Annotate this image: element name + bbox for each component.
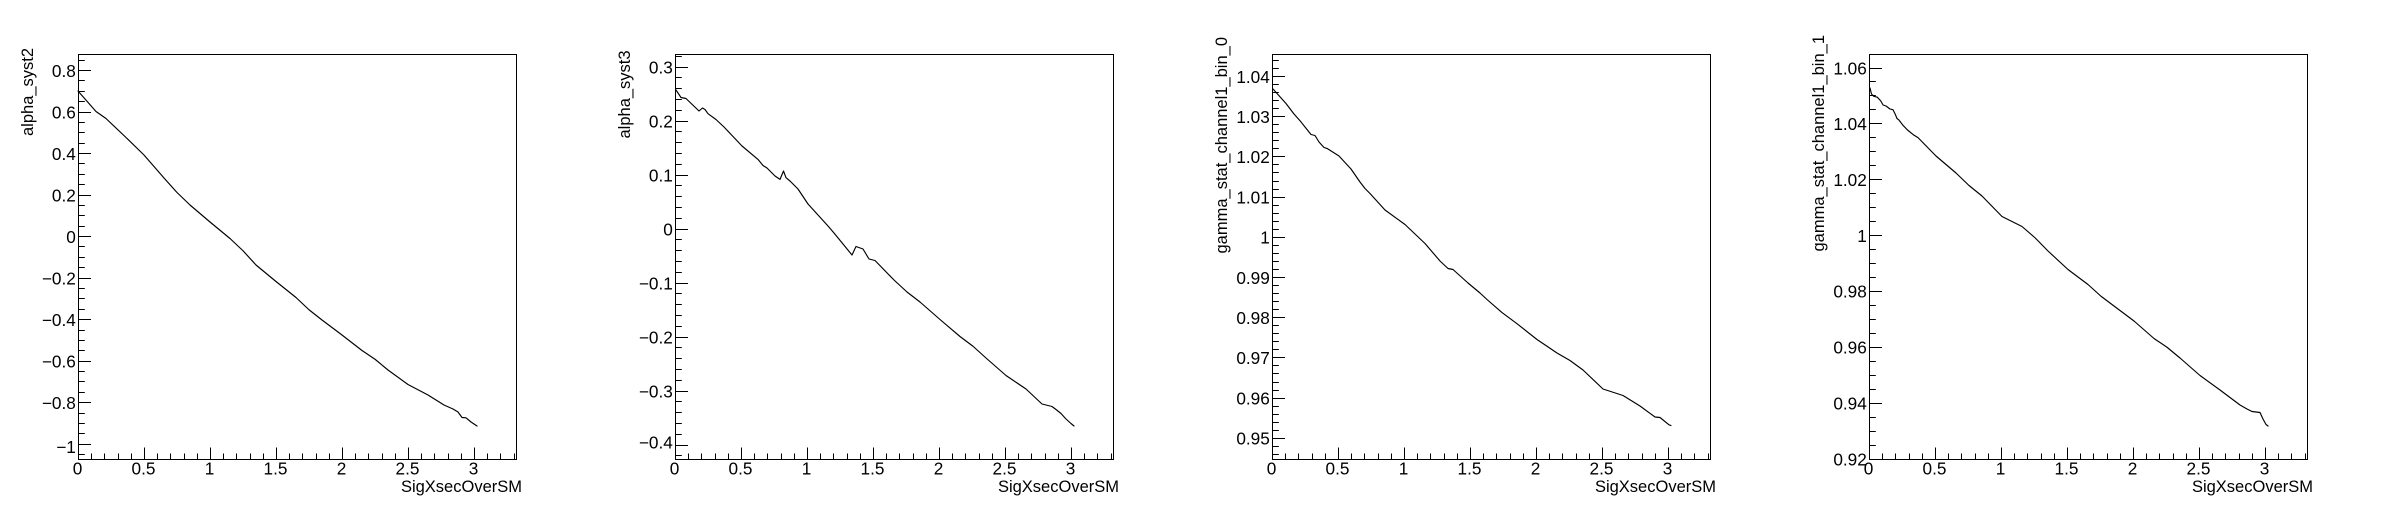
svg-text:−0.3: −0.3 [639,381,673,401]
svg-text:1: 1 [1260,228,1270,248]
svg-text:−0.1: −0.1 [639,273,673,293]
svg-text:0.96: 0.96 [1833,338,1866,358]
svg-text:1.04: 1.04 [1236,67,1270,87]
svg-text:1.02: 1.02 [1236,147,1269,167]
svg-text:1: 1 [1996,459,2006,479]
svg-text:0: 0 [73,459,83,479]
svg-text:0.8: 0.8 [52,61,76,81]
svg-text:SigXsecOverSM: SigXsecOverSM [401,478,522,496]
svg-text:1.06: 1.06 [1833,58,1866,78]
svg-text:0.98: 0.98 [1833,282,1866,302]
svg-text:0.6: 0.6 [52,102,76,122]
svg-text:0.99: 0.99 [1236,268,1269,288]
svg-text:1: 1 [1857,226,1867,246]
svg-text:−0.2: −0.2 [639,327,673,347]
svg-text:0.2: 0.2 [649,111,673,131]
svg-text:2: 2 [934,459,944,479]
svg-text:1: 1 [1399,459,1409,479]
svg-text:0.5: 0.5 [132,459,156,479]
svg-text:−0.4: −0.4 [639,433,673,453]
svg-text:1.03: 1.03 [1236,107,1269,127]
svg-text:0.4: 0.4 [52,144,76,164]
svg-text:0.96: 0.96 [1236,388,1269,408]
svg-text:0.95: 0.95 [1236,429,1269,449]
svg-text:0: 0 [663,219,673,239]
svg-text:0.3: 0.3 [649,57,673,77]
svg-text:2.5: 2.5 [396,459,420,479]
svg-text:2.5: 2.5 [2187,459,2211,479]
svg-text:0.94: 0.94 [1833,393,1867,413]
svg-text:2: 2 [2128,459,2138,479]
svg-text:−0.8: −0.8 [42,393,76,413]
svg-text:alpha_syst2: alpha_syst2 [19,48,37,136]
svg-text:3: 3 [469,459,479,479]
svg-text:SigXsecOverSM: SigXsecOverSM [2192,478,2313,496]
svg-text:alpha_syst3: alpha_syst3 [616,50,634,138]
svg-text:0.98: 0.98 [1236,308,1269,328]
svg-text:SigXsecOverSM: SigXsecOverSM [1595,478,1716,496]
svg-text:0.5: 0.5 [1923,459,1947,479]
svg-text:3: 3 [2260,459,2270,479]
svg-text:1.5: 1.5 [2055,459,2079,479]
svg-text:gamma_stat_channel1_bin_1: gamma_stat_channel1_bin_1 [1810,35,1828,252]
svg-text:2: 2 [337,459,347,479]
svg-text:1.5: 1.5 [1458,459,1482,479]
svg-text:0.5: 0.5 [729,459,753,479]
svg-text:0.92: 0.92 [1833,449,1866,469]
svg-text:0.1: 0.1 [649,165,673,185]
svg-text:0.97: 0.97 [1236,348,1269,368]
svg-text:2: 2 [1531,459,1541,479]
svg-text:0: 0 [1267,459,1277,479]
svg-text:0.2: 0.2 [52,185,76,205]
svg-text:SigXsecOverSM: SigXsecOverSM [998,478,1119,496]
svg-text:3: 3 [1066,459,1076,479]
svg-text:−0.2: −0.2 [42,268,76,288]
svg-text:2.5: 2.5 [993,459,1017,479]
svg-text:1.01: 1.01 [1236,187,1269,207]
svg-text:0: 0 [66,227,76,247]
svg-text:gamma_stat_channel1_bin_0: gamma_stat_channel1_bin_0 [1213,37,1231,254]
svg-text:1.5: 1.5 [861,459,885,479]
svg-text:1: 1 [205,459,215,479]
svg-text:−0.4: −0.4 [42,310,76,330]
svg-text:0: 0 [1864,459,1874,479]
svg-text:1.02: 1.02 [1833,170,1866,190]
svg-text:−0.6: −0.6 [42,351,76,371]
svg-text:2.5: 2.5 [1590,459,1614,479]
svg-text:3: 3 [1663,459,1673,479]
svg-text:1: 1 [802,459,812,479]
svg-text:1.04: 1.04 [1833,114,1867,134]
svg-text:0.5: 0.5 [1326,459,1350,479]
svg-text:1.5: 1.5 [264,459,288,479]
svg-text:−1: −1 [56,437,76,457]
svg-text:0: 0 [670,459,680,479]
